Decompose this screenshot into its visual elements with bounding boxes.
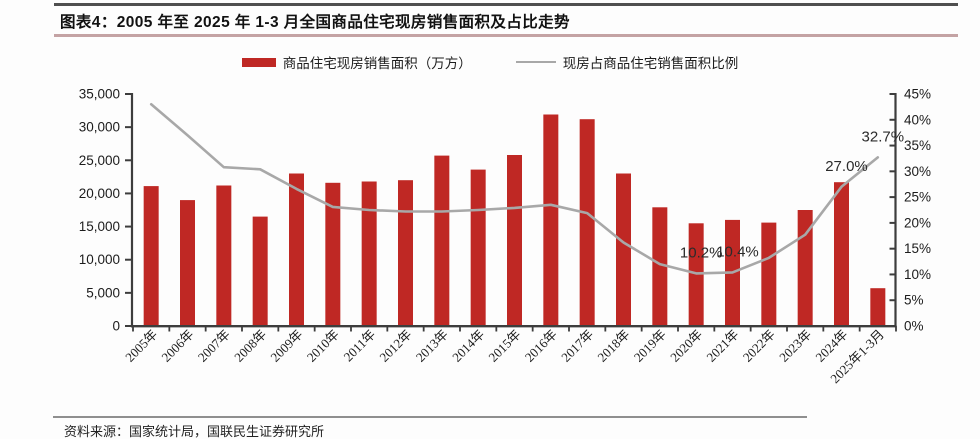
x-axis-label: 2015年	[485, 327, 523, 365]
footer-divider	[53, 416, 807, 418]
bar-2011年	[361, 181, 377, 327]
annotation-32.7%: 32.7%	[862, 128, 905, 145]
right-axis-label: 5%	[904, 293, 924, 308]
ratio-line	[149, 103, 880, 275]
x-axis-label: 2023年	[776, 327, 814, 365]
bar-2007年	[216, 185, 232, 327]
annotation-27.0%: 27.0%	[825, 158, 868, 175]
right-axis-label: 10%	[904, 267, 931, 282]
source-note: 资料来源：国家统计局，国联民生证券研究所	[64, 424, 325, 439]
x-axis-label: 2019年	[631, 327, 669, 365]
x-axis-label: 2008年	[231, 327, 269, 365]
x-axis-label: 2021年	[703, 327, 741, 365]
bar-2022年	[761, 222, 777, 327]
right-axis-label: 40%	[904, 112, 931, 127]
right-axis-label: 25%	[904, 190, 931, 205]
x-axis-label: 2007年	[195, 327, 233, 365]
left-axis-label: 10,000	[79, 252, 120, 267]
bar-2005年	[143, 186, 159, 327]
bar-swatch-icon	[241, 57, 276, 67]
left-axis-label: 15,000	[79, 219, 120, 234]
right-axis-label: 0%	[904, 319, 924, 334]
x-axis-label: 2014年	[449, 327, 487, 365]
top-divider	[54, 3, 958, 6]
bar-2013年	[434, 155, 450, 327]
bar-2019年	[652, 207, 668, 327]
x-axis-label: 2013年	[413, 327, 451, 365]
annotation-10.4%: 10.4%	[716, 243, 759, 260]
right-axis-label: 20%	[904, 215, 931, 230]
x-axis-label: 2022年	[740, 327, 778, 365]
bar-2015年	[507, 155, 522, 327]
x-axis-label: 2016年	[522, 327, 560, 365]
line-swatch-icon	[515, 61, 556, 63]
left-axis-label: 0	[112, 319, 120, 334]
bar-2025年1-3月	[870, 288, 886, 327]
legend: 商品住宅现房销售面积（万方） 现房占商品住宅销售面积比例	[0, 52, 980, 72]
left-axis-label: 25,000	[79, 153, 120, 168]
bar-2020年	[688, 223, 704, 327]
bar-series-label: 商品住宅现房销售面积（万方）	[282, 56, 472, 71]
left-axis-label: 20,000	[79, 186, 120, 201]
x-axis-label: 2011年	[340, 327, 378, 365]
bar-2016年	[543, 114, 559, 327]
x-axis-label: 2018年	[594, 327, 632, 365]
right-axis-label: 15%	[904, 241, 931, 256]
left-axis-label: 35,000	[79, 87, 120, 102]
figure-title: 图表4：2005 年至 2025 年 1-3 月全国商品住宅现房销售面积及占比走…	[60, 14, 570, 31]
right-axis-label: 30%	[904, 164, 931, 179]
bar-2008年	[252, 216, 268, 327]
bar-2006年	[180, 200, 195, 327]
legend-item-bar-series: 商品住宅现房销售面积（万方）	[241, 52, 472, 72]
x-axis-label: 2017年	[558, 327, 596, 365]
bar-2024年	[834, 182, 849, 327]
line-series-label: 现房占商品住宅销售面积比例	[562, 56, 739, 71]
bar-2009年	[289, 173, 304, 327]
title-divider	[54, 34, 958, 37]
right-axis-label: 45%	[904, 87, 931, 102]
left-axis-label: 5,000	[86, 285, 120, 300]
right-axis-label: 35%	[904, 138, 931, 153]
bar-2023年	[797, 210, 813, 327]
x-axis-label: 2006年	[158, 327, 196, 365]
bar-2014年	[470, 169, 486, 327]
x-axis-label: 2020年	[667, 327, 705, 365]
bar-2017年	[579, 119, 595, 327]
legend-item-line-series: 现房占商品住宅销售面积比例	[515, 52, 739, 72]
x-axis-label: 2005年	[122, 327, 160, 365]
x-axis-label: 2010年	[304, 327, 342, 365]
bar-2018年	[616, 173, 631, 327]
bar-2010年	[325, 182, 341, 327]
left-axis-label: 30,000	[79, 120, 120, 135]
x-axis-label: 2009年	[267, 327, 305, 365]
x-axis-label: 2012年	[376, 327, 414, 365]
bar-2012年	[398, 180, 413, 327]
annotation-10.2%: 10.2%	[680, 244, 723, 261]
